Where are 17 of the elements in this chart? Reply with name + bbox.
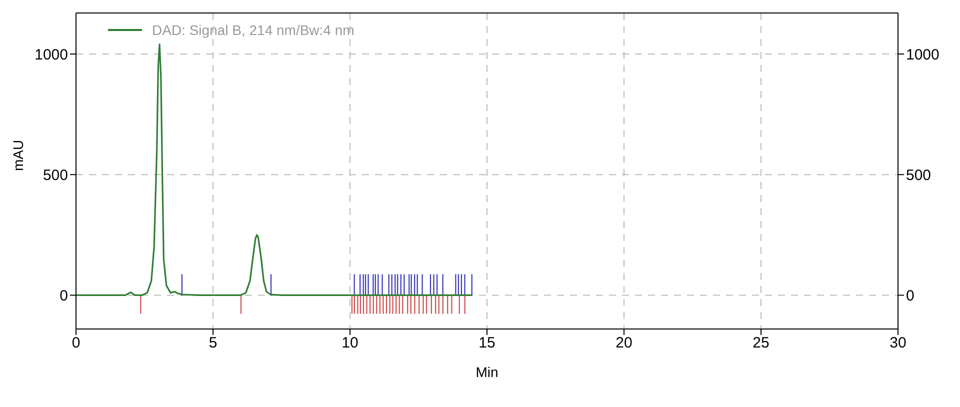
y-axis-title: mAU — [10, 140, 26, 171]
y2-tick-label: 0 — [906, 288, 914, 305]
x-tick-label: 5 — [208, 334, 218, 352]
y2-tick-label: 500 — [906, 166, 932, 184]
x-tick-label: 30 — [890, 334, 906, 352]
legend-label: DAD: Signal B, 214 nm/Bw:4 nm — [152, 22, 354, 38]
y2-tick-label: 1000 — [906, 46, 940, 64]
line-series — [76, 44, 473, 296]
y-tick-label: 0 — [60, 288, 68, 305]
x-tick-label: 10 — [342, 334, 358, 352]
x-tick-label: 15 — [478, 334, 496, 352]
y-tick-label: 500 — [42, 166, 68, 184]
x-tick-label: 25 — [752, 334, 770, 352]
x-tick-label: 0 — [72, 334, 80, 352]
y-tick-label: 1000 — [34, 46, 68, 64]
x-tick-label: 20 — [616, 334, 632, 352]
x-axis-title: Min — [476, 364, 498, 380]
